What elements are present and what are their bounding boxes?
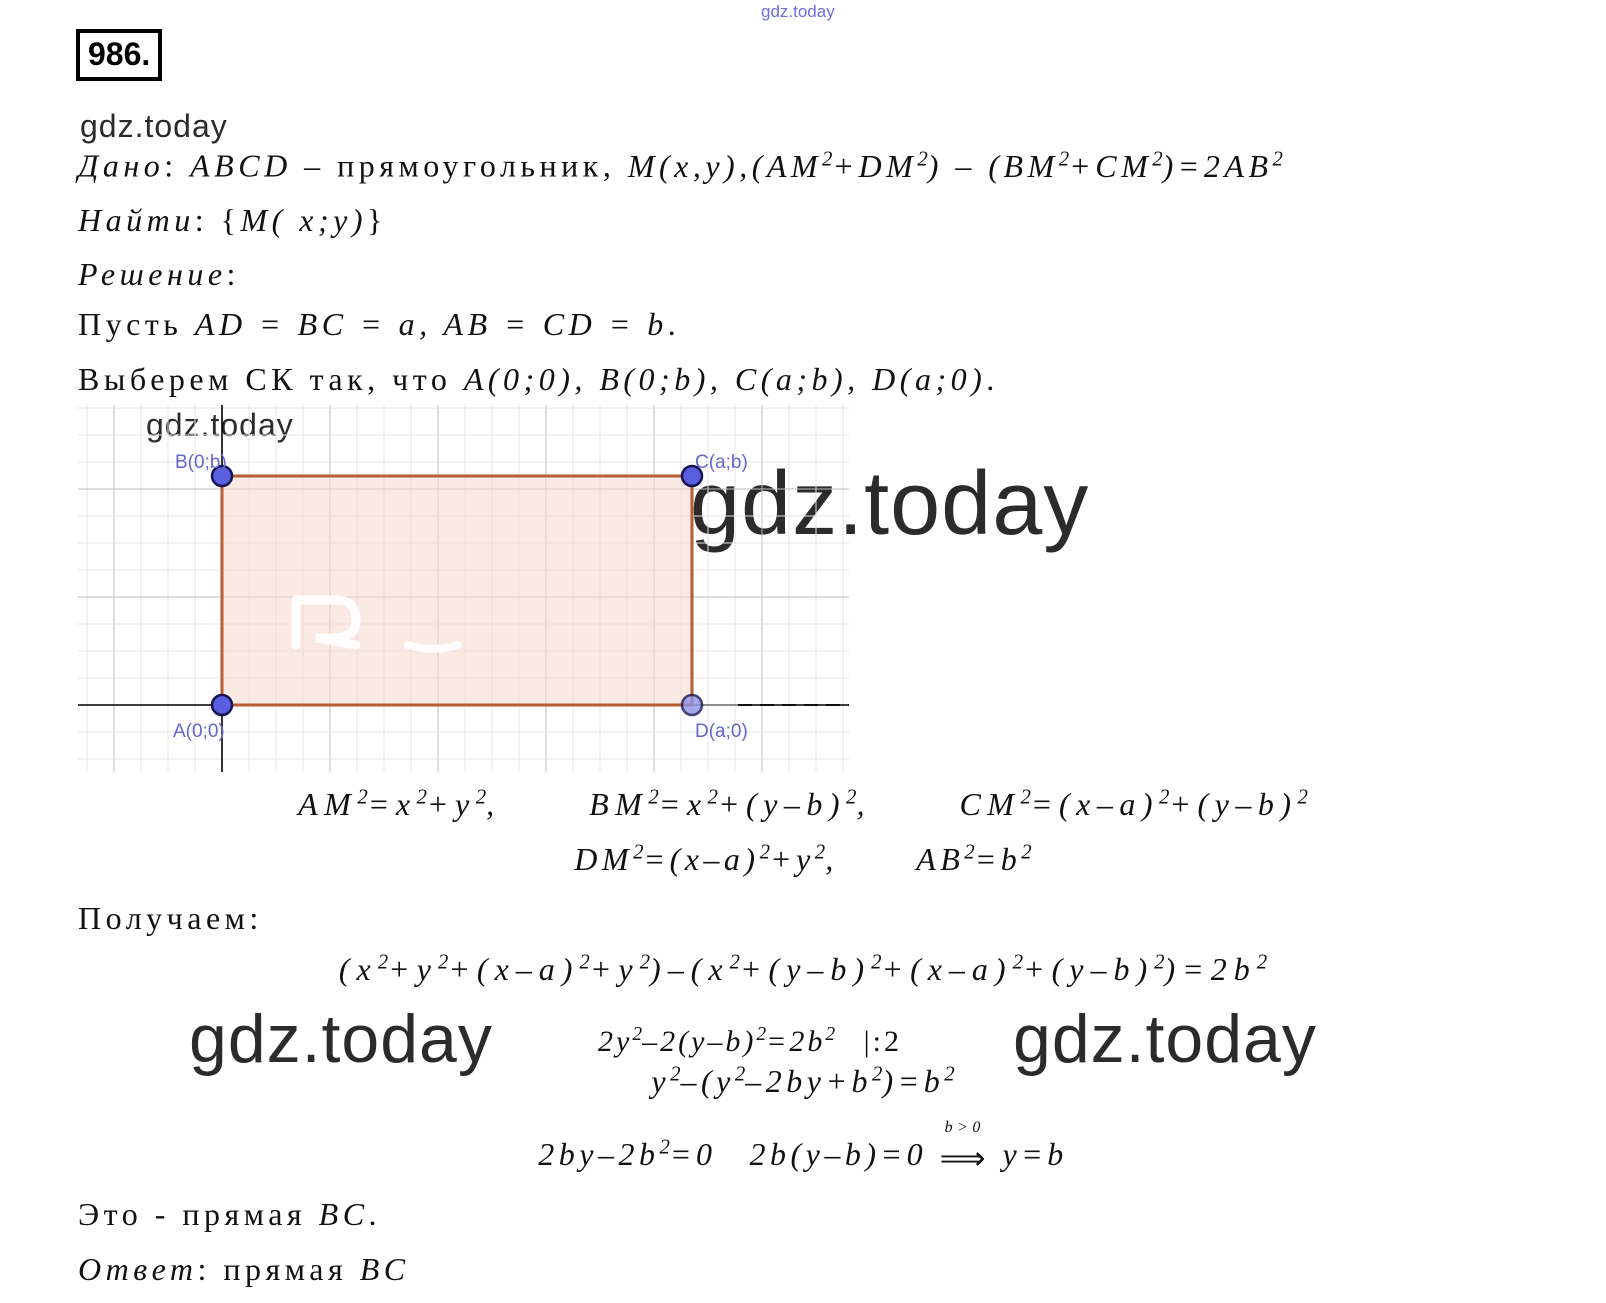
svg-text:A(0;0): A(0;0) <box>173 721 225 742</box>
svg-text:C(a;b): C(a;b) <box>695 452 748 473</box>
svg-text:D(a;0): D(a;0) <box>695 721 748 742</box>
svg-text:B(0;b): B(0;b) <box>175 452 227 473</box>
